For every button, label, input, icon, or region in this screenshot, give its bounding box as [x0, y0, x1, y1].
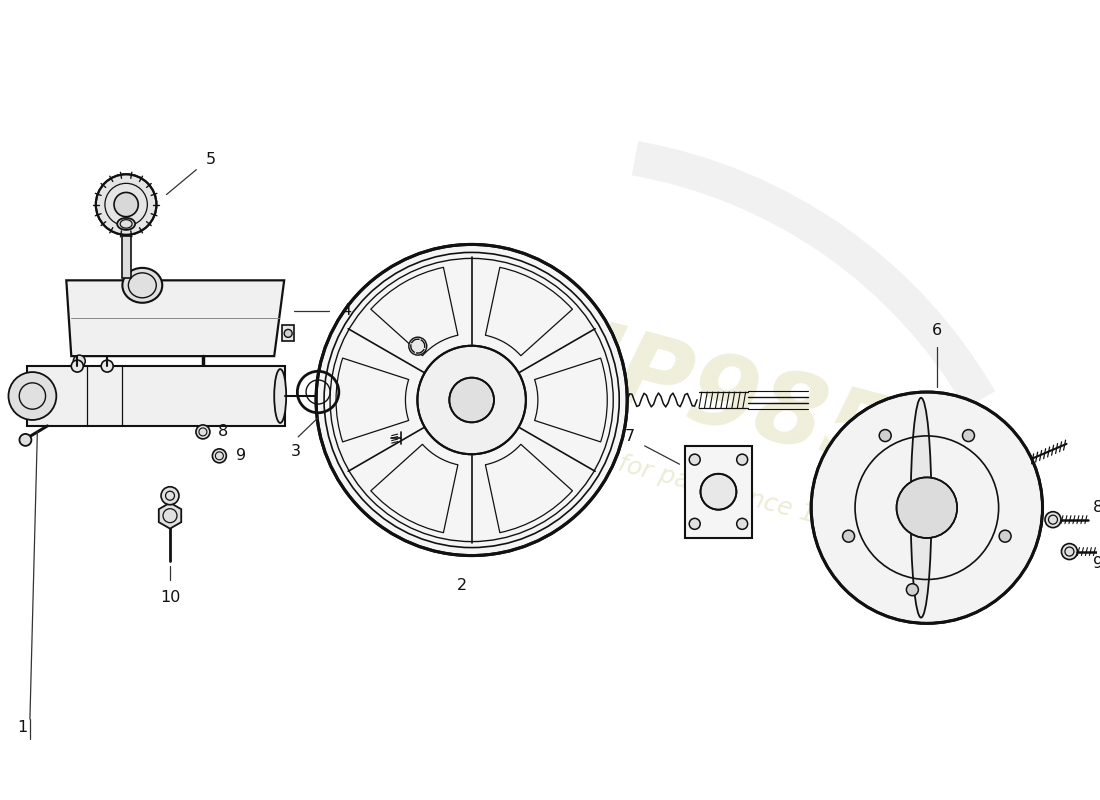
Text: 4: 4 [341, 303, 351, 318]
Text: 7: 7 [625, 429, 635, 444]
Ellipse shape [118, 218, 135, 230]
Circle shape [161, 486, 179, 505]
Text: CLNP985: CLNP985 [393, 268, 903, 492]
Circle shape [449, 378, 494, 422]
Ellipse shape [911, 398, 932, 618]
Circle shape [114, 193, 139, 217]
Ellipse shape [122, 268, 163, 302]
Text: 9: 9 [1092, 556, 1100, 571]
Text: 6: 6 [932, 322, 942, 338]
Circle shape [417, 346, 526, 454]
Circle shape [1062, 543, 1077, 559]
Text: a passion for parts since 1985: a passion for parts since 1985 [493, 419, 864, 540]
Text: 9: 9 [236, 448, 246, 463]
Bar [28, 366, 285, 426]
Bar [122, 236, 131, 278]
Text: 8: 8 [218, 425, 228, 439]
Circle shape [284, 330, 293, 338]
Polygon shape [158, 502, 182, 529]
Bar [283, 326, 294, 342]
Text: 1: 1 [16, 719, 28, 734]
Circle shape [1045, 512, 1062, 528]
Circle shape [896, 478, 957, 538]
Text: 3: 3 [292, 444, 301, 459]
Circle shape [690, 518, 701, 530]
Circle shape [962, 430, 975, 442]
Text: 10: 10 [160, 590, 180, 605]
Circle shape [20, 434, 32, 446]
Circle shape [737, 454, 748, 465]
Circle shape [316, 245, 627, 555]
Circle shape [96, 174, 156, 235]
Ellipse shape [274, 369, 286, 423]
Text: 8: 8 [1092, 500, 1100, 515]
Circle shape [196, 425, 210, 439]
Circle shape [690, 454, 701, 465]
Circle shape [879, 430, 891, 442]
Polygon shape [66, 280, 284, 356]
Circle shape [999, 530, 1011, 542]
Circle shape [212, 449, 227, 463]
Circle shape [72, 360, 84, 372]
Circle shape [737, 518, 748, 530]
Bar [684, 446, 752, 538]
Circle shape [906, 584, 918, 596]
Circle shape [409, 337, 427, 355]
Text: 5: 5 [206, 152, 217, 167]
Text: 2: 2 [456, 578, 466, 593]
Circle shape [9, 372, 56, 420]
Circle shape [701, 474, 736, 510]
Circle shape [101, 360, 113, 372]
Circle shape [74, 355, 86, 367]
Circle shape [811, 392, 1043, 623]
Circle shape [843, 530, 855, 542]
